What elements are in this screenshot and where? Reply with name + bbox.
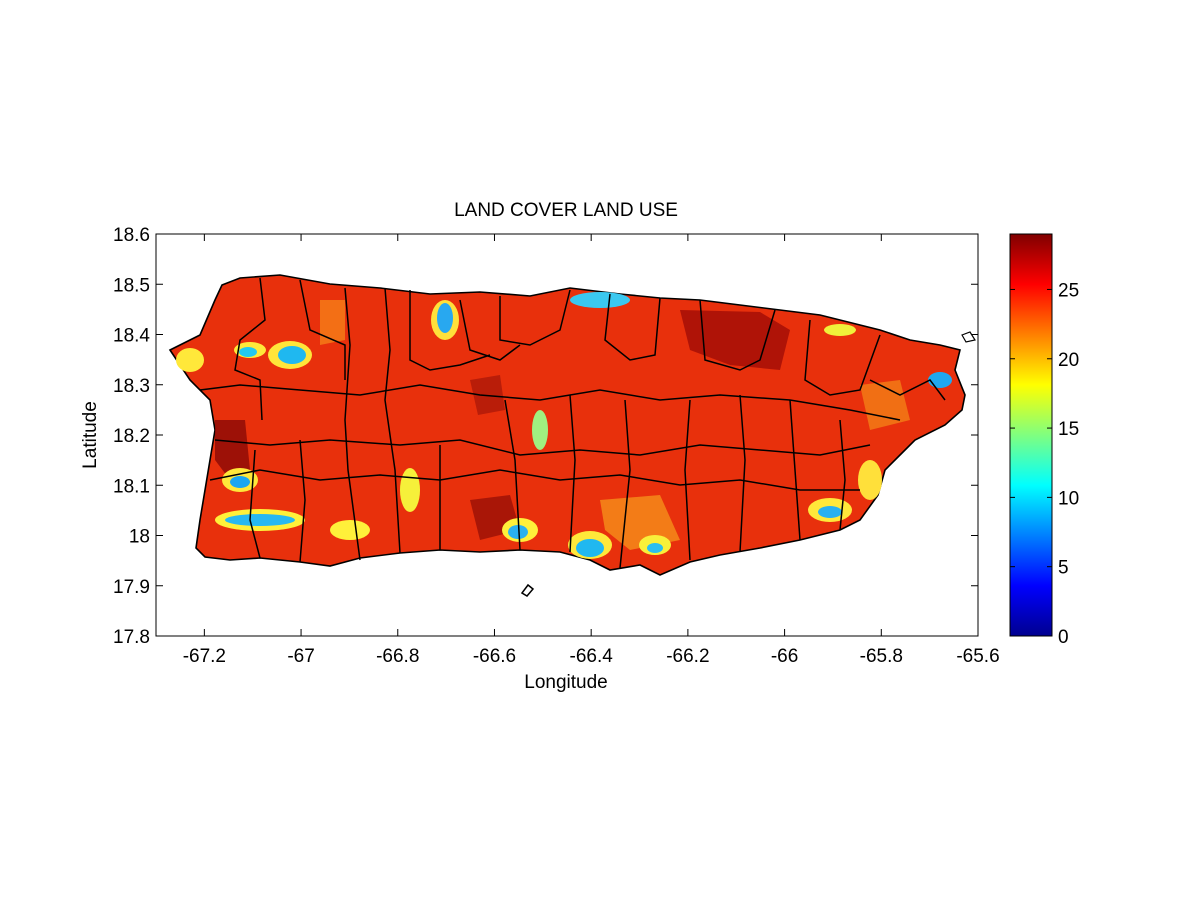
- x-axis-title: Longitude: [524, 672, 607, 693]
- colorbar-ticks: 0 5 10 15 20 25: [1010, 280, 1079, 648]
- patch: [647, 543, 663, 553]
- boundary-line: [409, 290, 491, 371]
- x-tick-label: -66.2: [666, 646, 709, 667]
- boundary-line: [804, 319, 881, 396]
- patch: [278, 346, 306, 364]
- boundary-line: [299, 439, 306, 563]
- y-tick-label: 18.6: [113, 225, 150, 246]
- boundary-line: [249, 449, 261, 559]
- patch: [508, 525, 528, 539]
- patch: [818, 506, 842, 518]
- boundary-line: [214, 439, 871, 456]
- patch: [400, 468, 420, 512]
- patch: [330, 520, 370, 540]
- offshore-islet: [520, 583, 535, 597]
- x-tick-label: -67: [287, 646, 314, 667]
- boundary-line: [459, 299, 521, 361]
- boundary-line: [499, 289, 571, 346]
- municipality-boundaries: [199, 277, 946, 569]
- colorbar-tick-label: 10: [1058, 488, 1079, 509]
- boundary-line: [569, 394, 576, 553]
- boundary-line: [684, 399, 691, 561]
- patch: [437, 303, 453, 333]
- y-tick-label: 17.8: [113, 627, 150, 648]
- patch: [576, 539, 604, 557]
- boundary-line: [699, 299, 776, 371]
- colorbar: [1009, 233, 1053, 637]
- x-tick-label: -65.6: [956, 646, 999, 667]
- colorbar-tick-label: 25: [1058, 280, 1079, 301]
- boundary-line: [299, 279, 346, 380]
- y-tick-label: 18.2: [113, 426, 150, 447]
- colorbar-tick-label: 5: [1058, 558, 1069, 579]
- y-tick-label: 18: [129, 527, 150, 548]
- x-tick-label: -66: [771, 646, 798, 667]
- dark-red-patch: [680, 310, 790, 370]
- boundary-line: [619, 399, 631, 569]
- patch: [824, 324, 856, 336]
- island-map: [168, 274, 976, 597]
- boundary-line: [209, 469, 860, 491]
- x-tick-label: -66.4: [570, 646, 614, 667]
- orange-patch: [320, 300, 345, 345]
- dark-red-patch: [215, 420, 250, 480]
- colorbar-tick-label: 15: [1058, 419, 1079, 440]
- patch: [532, 410, 548, 450]
- patch: [239, 347, 257, 357]
- patch: [230, 476, 250, 488]
- x-tick-label: -67.2: [183, 646, 226, 667]
- patch: [176, 348, 204, 372]
- y-tick-label: 18.1: [113, 476, 150, 497]
- x-tick-label: -65.8: [860, 646, 903, 667]
- boundary-line: [869, 379, 946, 401]
- patch: [225, 514, 295, 526]
- patch: [858, 460, 882, 500]
- boundary-line: [839, 419, 846, 531]
- offshore-islet: [961, 331, 976, 343]
- plot-title: LAND COVER LAND USE: [454, 200, 678, 221]
- colorbar-tick-label: 20: [1058, 350, 1079, 371]
- low-value-patches: [176, 292, 952, 559]
- patch: [570, 292, 630, 308]
- y-tick-label: 18.4: [113, 326, 150, 347]
- patch: [928, 372, 952, 388]
- boundary-line: [604, 293, 661, 361]
- y-axis-title: Latitude: [80, 401, 101, 469]
- colorbar-tick-label: 0: [1058, 627, 1069, 648]
- boundary-line: [789, 399, 801, 541]
- boundary-line: [384, 287, 401, 554]
- y-tick-label: 17.9: [113, 577, 150, 598]
- orange-patch: [860, 380, 910, 430]
- x-tick-label: -66.6: [473, 646, 516, 667]
- x-tick-label: -66.8: [376, 646, 419, 667]
- y-tick-label: 18.5: [113, 275, 150, 296]
- boundary-line: [344, 287, 361, 561]
- x-axis: -67.2 -67 -66.8 -66.6 -66.4 -66.2 -66 -65.8 -65.…: [183, 234, 1000, 667]
- boundary-line: [739, 394, 746, 553]
- y-axis: 17.8 17.9 18 18.1 18.2 18.3 18.4 18.5 18.6: [113, 225, 978, 648]
- boundary-line: [504, 399, 521, 551]
- y-tick-label: 18.3: [113, 376, 150, 397]
